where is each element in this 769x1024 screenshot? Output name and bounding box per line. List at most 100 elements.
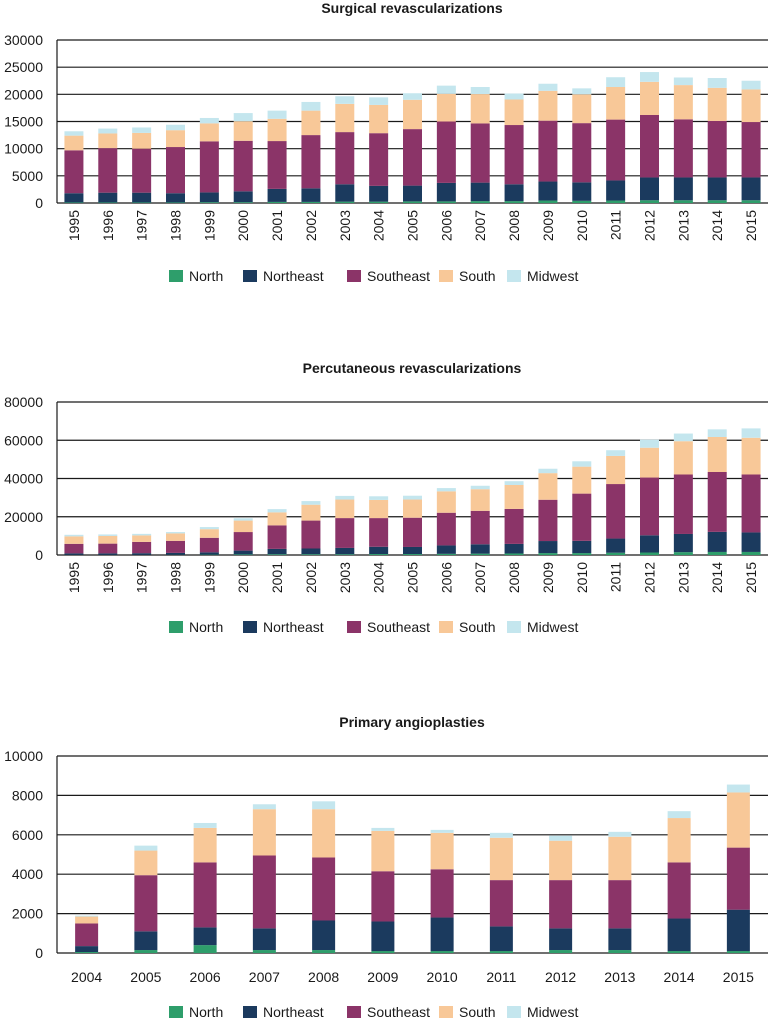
- bar-segment-north-2006: [436, 553, 456, 555]
- bar-segment-north-2003: [335, 201, 355, 203]
- bar-segment-southeast-2011: [489, 880, 513, 927]
- x-tick-label: 2013: [604, 969, 635, 985]
- bar-segment-midwest-2008: [504, 481, 524, 486]
- bar-segment-northeast-2009: [538, 541, 558, 554]
- legend-label-midwest: Midwest: [527, 1004, 578, 1020]
- bar-segment-south-2011: [489, 837, 513, 881]
- bar-segment-southeast-2012: [640, 477, 659, 536]
- bar-segment-midwest-1995: [64, 131, 84, 136]
- bar-segment-southeast-2011: [606, 119, 626, 181]
- bar-segment-north-2014: [707, 200, 727, 203]
- bar-segment-midwest-1996: [98, 128, 118, 134]
- legend-label-southeast: Southeast: [367, 268, 430, 284]
- bar-segment-northeast-2011: [606, 180, 626, 201]
- bar-segment-midwest-2003: [335, 96, 355, 104]
- bar-segment-south-2003: [335, 103, 355, 133]
- bar-segment-northeast-2014: [667, 918, 691, 952]
- bar-segment-south-2002: [301, 504, 321, 521]
- bar-segment-northeast-2002: [301, 548, 321, 555]
- legend-swatch-south: [439, 1006, 453, 1018]
- bar-segment-northeast-2010: [572, 182, 592, 201]
- bar-segment-northeast-1998: [166, 193, 185, 203]
- bar-segment-north-2009: [538, 200, 558, 203]
- y-tick-label: 25000: [4, 59, 43, 75]
- bar-segment-northeast-2006: [193, 927, 217, 946]
- bar-segment-north-2015: [741, 200, 761, 203]
- legend-swatch-southeast: [347, 270, 361, 282]
- bar-segment-northeast-2012: [640, 535, 659, 553]
- bar-segment-south-2005: [134, 850, 158, 876]
- bar-segment-midwest-2015: [741, 80, 761, 90]
- bar-segment-midwest-2002: [301, 501, 321, 505]
- x-tick-label: 2014: [709, 210, 725, 241]
- bar-segment-north-2008: [504, 553, 524, 555]
- bar-segment-southeast-2009: [371, 871, 395, 922]
- bar-segment-south-2015: [726, 792, 750, 848]
- bar-segment-north-2013: [673, 200, 693, 203]
- bar-segment-north-2014: [707, 551, 727, 555]
- x-tick-label: 2009: [367, 969, 398, 985]
- bar-segment-south-2009: [371, 830, 395, 872]
- bar-segment-midwest-2010: [572, 461, 592, 467]
- y-tick-label: 6000: [12, 827, 43, 843]
- x-tick-label: 1998: [168, 562, 184, 593]
- x-tick-label: 2004: [371, 562, 387, 593]
- bar-segment-midwest-1996: [98, 534, 118, 536]
- bar-segment-south-1998: [166, 533, 185, 541]
- bar-segment-northeast-2003: [335, 184, 355, 202]
- bar-segment-north-1998: [166, 202, 185, 203]
- x-tick-label: 2011: [608, 562, 624, 592]
- legend-swatch-northeast: [243, 270, 257, 282]
- bar-segment-north-2004: [75, 952, 99, 953]
- bar-segment-northeast-1996: [98, 192, 118, 203]
- bar-segment-southeast-2002: [301, 135, 321, 189]
- bar-segment-north-2010: [572, 553, 592, 555]
- bar-segment-south-2001: [267, 512, 287, 526]
- bar-segment-southeast-2000: [233, 140, 253, 192]
- bar-segment-south-1997: [132, 132, 152, 149]
- bar-segment-south-2013: [673, 441, 693, 475]
- bar-segment-north-2006: [193, 945, 217, 953]
- legend-swatch-northeast: [243, 621, 257, 633]
- bar-segment-south-2002: [301, 110, 321, 136]
- bar-segment-southeast-2014: [707, 471, 727, 532]
- bar-segment-midwest-2004: [369, 97, 389, 105]
- bar-segment-north-2011: [489, 951, 513, 953]
- bar-segment-northeast-2001: [267, 548, 287, 555]
- x-tick-label: 1995: [66, 210, 82, 241]
- legend-label-north: North: [189, 268, 223, 284]
- y-tick-label: 5000: [12, 168, 43, 184]
- bar-segment-northeast-2003: [335, 547, 355, 555]
- bar-segment-south-2008: [504, 485, 524, 509]
- bar-segment-south-2006: [193, 827, 217, 863]
- y-tick-label: 2000: [12, 906, 43, 922]
- bar-segment-south-1996: [98, 535, 118, 544]
- x-tick-label: 1998: [168, 210, 184, 241]
- x-tick-label: 1996: [100, 562, 116, 593]
- bar-segment-north-2010: [572, 200, 592, 203]
- bar-segment-south-1997: [132, 535, 152, 542]
- bar-segment-south-2014: [667, 818, 691, 863]
- bar-segment-south-2012: [640, 447, 659, 478]
- legend-label-south: South: [459, 268, 496, 284]
- x-tick-label: 2014: [664, 969, 695, 985]
- x-tick-label: 2009: [540, 210, 556, 241]
- bar-segment-north-2005: [403, 201, 422, 203]
- legend-swatch-midwest: [507, 270, 521, 282]
- bar-segment-south-2005: [403, 99, 422, 130]
- bar-segment-northeast-2006: [436, 545, 456, 554]
- x-tick-label: 2015: [743, 562, 759, 593]
- y-tick-label: 20000: [4, 509, 43, 525]
- bar-segment-south-2001: [267, 118, 287, 142]
- legend-label-midwest: Midwest: [527, 619, 578, 635]
- bar-segment-southeast-1997: [132, 541, 152, 554]
- bar-segment-north-1996: [98, 202, 118, 203]
- bar-segment-north-2007: [252, 950, 276, 953]
- bar-segment-northeast-2014: [707, 177, 727, 201]
- bar-segment-midwest-2005: [134, 845, 158, 851]
- bar-segment-south-2009: [538, 473, 558, 500]
- bar-segment-south-2006: [436, 491, 456, 513]
- bar-segment-midwest-2004: [369, 496, 389, 500]
- bar-segment-north-2011: [606, 552, 626, 555]
- x-tick-label: 1997: [134, 210, 150, 241]
